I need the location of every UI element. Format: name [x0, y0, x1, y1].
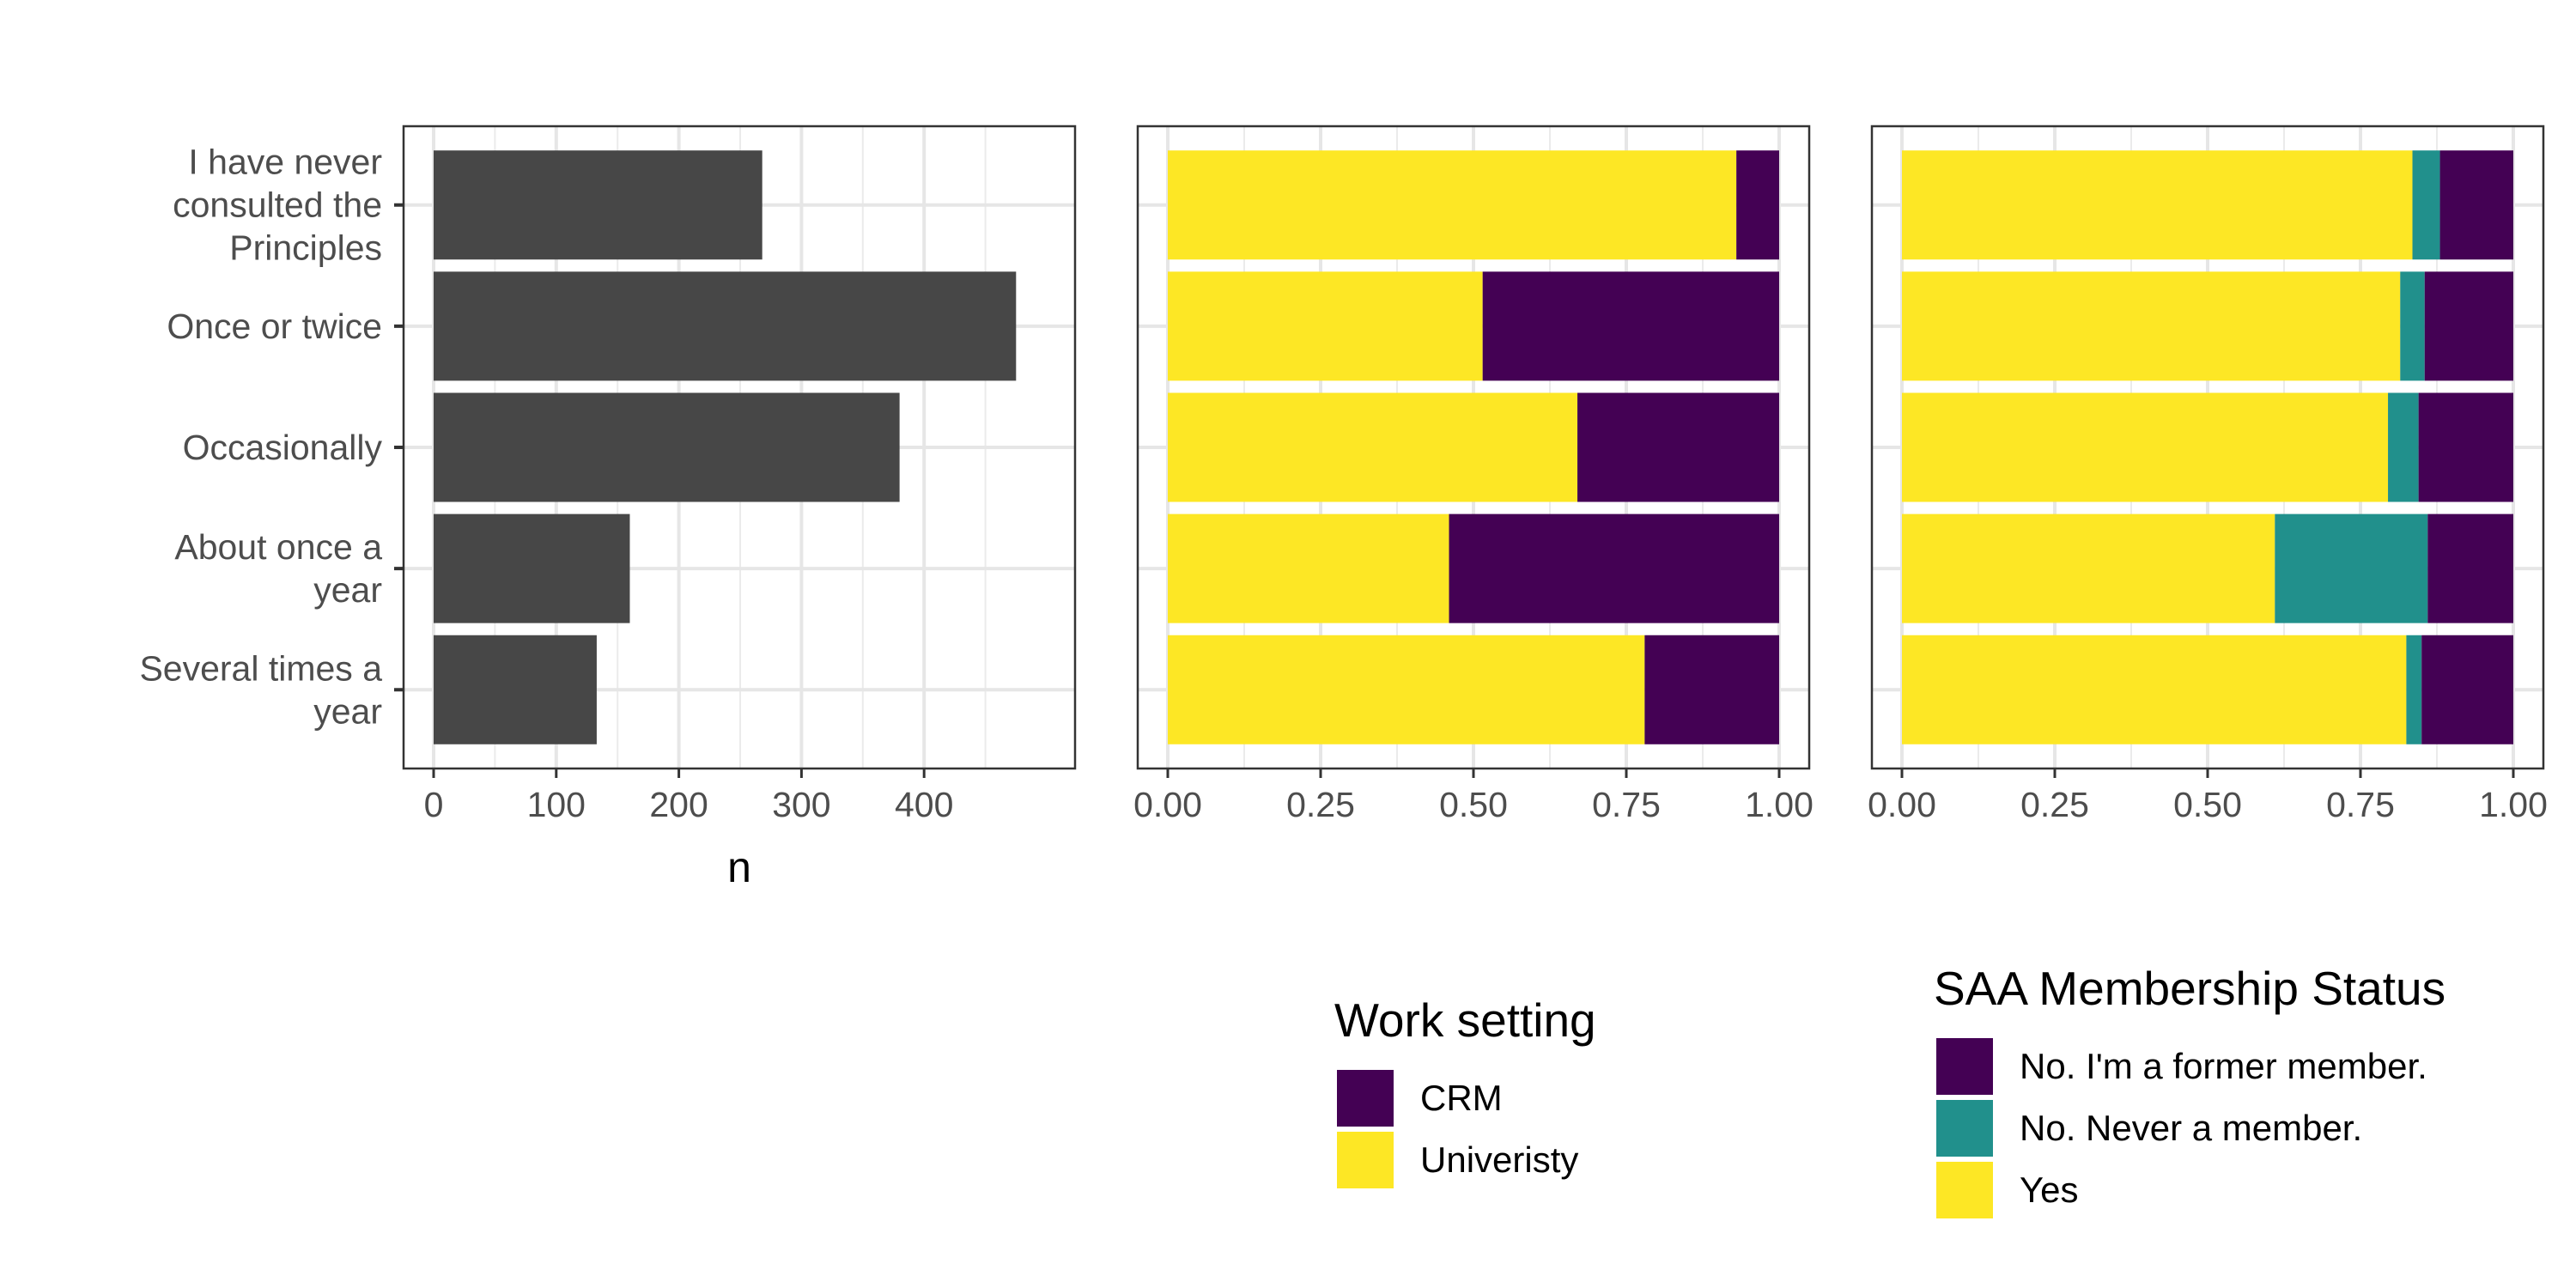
- bar-segment-1-series-1: [1902, 150, 2413, 260]
- y-tick-label-line: consulted the: [173, 185, 382, 225]
- bar-segment-3-series-2: [1577, 392, 1779, 502]
- bar-segment-2-series-1: [1168, 271, 1483, 381]
- x-tick-label: 0.75: [1592, 785, 1661, 824]
- bar-segment-2-series-2: [1482, 271, 1779, 381]
- bar-segment-5-series-2: [1644, 635, 1779, 744]
- legend-key: [1935, 1160, 1995, 1220]
- x-tick-label: 0.25: [1286, 785, 1355, 824]
- y-tick-label-line: Principles: [229, 228, 382, 268]
- x-tick-label: 400: [895, 785, 953, 824]
- y-tick-label: About once a year: [174, 527, 382, 610]
- y-tick-label: I have never consulted the Principles: [173, 143, 382, 268]
- y-tick-label-line: About once a: [174, 527, 382, 567]
- panel-1: 0 100 200 300 400 n I have never consulted the P…: [139, 125, 1077, 891]
- legend-label: No. I'm a former member.: [2020, 1046, 2427, 1086]
- y-tick-label-line: Once or twice: [167, 307, 382, 346]
- legend-saa-membership: SAA Membership Status No. I'm a former me…: [1934, 962, 2445, 1220]
- legend-key: [1335, 1068, 1395, 1128]
- y-tick-label: Occasionally: [183, 428, 383, 467]
- bar-5: [434, 635, 597, 744]
- legend-title: SAA Membership Status: [1934, 962, 2445, 1015]
- legend-label: Yes: [2020, 1170, 2079, 1210]
- bar-2: [434, 271, 1017, 381]
- x-tick-label: 0: [424, 785, 444, 824]
- x-tick-label: 1.00: [2479, 785, 2548, 824]
- bar-segment-1-series-2: [2412, 150, 2440, 260]
- x-tick-label: 0.00: [1868, 785, 1936, 824]
- legend-key: [1935, 1036, 1995, 1097]
- bar-segment-4-series-1: [1168, 513, 1449, 623]
- bar-segment-4-series-2: [2275, 513, 2428, 623]
- bar-segment-2-series-2: [2400, 271, 2425, 381]
- legend-key: [1335, 1130, 1395, 1190]
- panel-3: 0.00 0.25 0.50 0.75 1.00: [1868, 125, 2548, 824]
- x-tick-label: 1.00: [1745, 785, 1814, 824]
- bar-segment-5-series-1: [1168, 635, 1645, 744]
- x-tick-label: 0.50: [1439, 785, 1508, 824]
- bar-segment-3-series-3: [2418, 392, 2513, 502]
- y-tick-label-line: Several times a: [139, 648, 382, 688]
- bar-segment-5-series-3: [2421, 635, 2513, 744]
- x-axis-title: n: [727, 843, 751, 891]
- legend-label: CRM: [1420, 1078, 1503, 1118]
- x-tick-label: 100: [527, 785, 586, 824]
- bar-segment-4-series-3: [2427, 513, 2513, 623]
- bar-segment-4-series-1: [1902, 513, 2275, 623]
- y-tick-label: Several times a year: [139, 648, 382, 731]
- bar-segment-2-series-1: [1902, 271, 2401, 381]
- bar-segment-3-series-1: [1902, 392, 2389, 502]
- bar-3: [434, 392, 900, 502]
- panel-2: 0.00 0.25 0.50 0.75 1.00: [1133, 125, 1814, 824]
- x-tick-label: 0.00: [1133, 785, 1202, 824]
- x-tick-label: 0.75: [2326, 785, 2395, 824]
- y-tick-label-line: I have never: [188, 143, 382, 182]
- legend-work-setting: Work setting CRM Univeristy: [1334, 993, 1596, 1190]
- x-tick-label: 0.50: [2173, 785, 2242, 824]
- legend-label: Univeristy: [1420, 1139, 1578, 1180]
- bar-segment-1-series-2: [1736, 150, 1779, 260]
- x-tick-label: 0.25: [2020, 785, 2089, 824]
- legend-key: [1935, 1098, 1995, 1158]
- bar-4: [434, 513, 630, 623]
- bar-segment-5-series-2: [2406, 635, 2422, 744]
- y-tick-label-line: year: [313, 691, 382, 731]
- y-tick-label: Once or twice: [167, 307, 382, 346]
- bar-segment-2-series-3: [2424, 271, 2513, 381]
- bar-segment-3-series-2: [2388, 392, 2419, 502]
- bar-segment-4-series-2: [1449, 513, 1779, 623]
- legend-label: No. Never a member.: [2020, 1108, 2362, 1148]
- bar-segment-1-series-3: [2439, 150, 2513, 260]
- x-tick-label: 300: [772, 785, 830, 824]
- bar-segment-1-series-1: [1168, 150, 1737, 260]
- y-tick-label-line: Occasionally: [183, 428, 383, 467]
- bar-segment-3-series-1: [1168, 392, 1578, 502]
- bar-1: [434, 150, 762, 260]
- legend-title: Work setting: [1334, 993, 1596, 1047]
- x-tick-label: 200: [649, 785, 708, 824]
- bar-segment-5-series-1: [1902, 635, 2407, 744]
- y-tick-label-line: year: [313, 570, 382, 610]
